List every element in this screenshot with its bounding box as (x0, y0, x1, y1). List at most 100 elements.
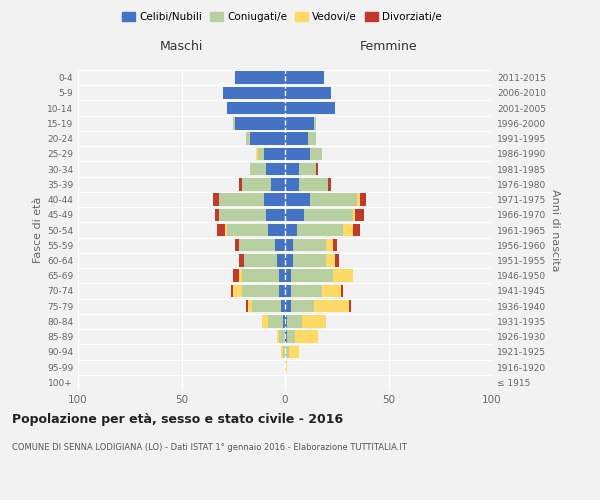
Bar (295, 330, 318, 343)
Bar (231, 284, 233, 297)
Bar (265, 148, 285, 160)
Bar (285, 330, 287, 343)
Bar (293, 254, 326, 266)
Bar (285, 102, 335, 115)
Bar (343, 224, 353, 236)
Bar (299, 163, 316, 175)
Text: Maschi: Maschi (160, 40, 203, 52)
Bar (285, 224, 298, 236)
Bar (239, 270, 242, 282)
Bar (250, 163, 266, 175)
Bar (326, 254, 335, 266)
Bar (242, 178, 271, 190)
Text: Popolazione per età, sesso e stato civile - 2016: Popolazione per età, sesso e stato civil… (12, 412, 343, 426)
Bar (217, 224, 225, 236)
Bar (328, 178, 331, 190)
Bar (310, 148, 322, 160)
Bar (233, 284, 242, 297)
Bar (242, 284, 279, 297)
Bar (341, 284, 343, 297)
Bar (310, 194, 358, 206)
Bar (285, 300, 291, 312)
Bar (219, 194, 265, 206)
Bar (212, 194, 219, 206)
Bar (289, 346, 299, 358)
Bar (285, 315, 287, 328)
Bar (332, 239, 337, 252)
Text: Femmine: Femmine (359, 40, 418, 52)
Bar (279, 284, 285, 297)
Bar (283, 315, 285, 328)
Bar (235, 117, 285, 130)
Bar (265, 194, 285, 206)
Bar (258, 148, 265, 160)
Bar (252, 300, 281, 312)
Bar (285, 239, 293, 252)
Bar (308, 132, 316, 145)
Bar (256, 148, 258, 160)
Bar (227, 102, 285, 115)
Bar (285, 132, 308, 145)
Bar (285, 270, 291, 282)
Bar (281, 346, 283, 358)
Bar (335, 254, 339, 266)
Bar (302, 315, 326, 328)
Bar (235, 239, 239, 252)
Bar (233, 117, 235, 130)
Bar (287, 330, 295, 343)
Bar (233, 270, 239, 282)
Legend: Celibi/Nubili, Coniugati/e, Vedovi/e, Divorziati/e: Celibi/Nubili, Coniugati/e, Vedovi/e, Di… (118, 8, 446, 26)
Bar (314, 300, 349, 312)
Text: COMUNE DI SENNA LODIGIANA (LO) - Dati ISTAT 1° gennaio 2016 - Elaborazione TUTTI: COMUNE DI SENNA LODIGIANA (LO) - Dati IS… (12, 442, 407, 452)
Bar (250, 132, 285, 145)
Bar (239, 239, 275, 252)
Bar (359, 194, 366, 206)
Bar (283, 346, 285, 358)
Bar (291, 300, 314, 312)
Bar (322, 284, 341, 297)
Y-axis label: Fasce di età: Fasce di età (33, 197, 43, 263)
Bar (326, 239, 332, 252)
Bar (285, 148, 310, 160)
Bar (266, 163, 285, 175)
Bar (287, 315, 302, 328)
Bar (353, 208, 355, 221)
Bar (275, 239, 285, 252)
Bar (227, 224, 268, 236)
Bar (235, 72, 285, 84)
Bar (355, 208, 364, 221)
Bar (285, 163, 299, 175)
Bar (349, 300, 351, 312)
Bar (239, 254, 244, 266)
Bar (285, 86, 331, 99)
Bar (219, 208, 266, 221)
Bar (314, 117, 316, 130)
Bar (304, 208, 353, 221)
Bar (266, 208, 285, 221)
Bar (285, 72, 325, 84)
Bar (277, 254, 285, 266)
Bar (285, 194, 310, 206)
Bar (245, 300, 248, 312)
Bar (316, 163, 318, 175)
Bar (268, 224, 285, 236)
Bar (225, 224, 227, 236)
Bar (279, 330, 285, 343)
Bar (285, 117, 314, 130)
Bar (293, 239, 326, 252)
Bar (215, 208, 219, 221)
Bar (245, 132, 250, 145)
Bar (239, 178, 242, 190)
Bar (279, 270, 285, 282)
Bar (291, 284, 322, 297)
Bar (285, 208, 304, 221)
Bar (262, 315, 268, 328)
Bar (277, 330, 279, 343)
Bar (285, 284, 291, 297)
Bar (285, 254, 293, 266)
Y-axis label: Anni di nascita: Anni di nascita (550, 188, 560, 271)
Bar (353, 224, 359, 236)
Bar (223, 86, 285, 99)
Bar (242, 270, 279, 282)
Bar (281, 300, 285, 312)
